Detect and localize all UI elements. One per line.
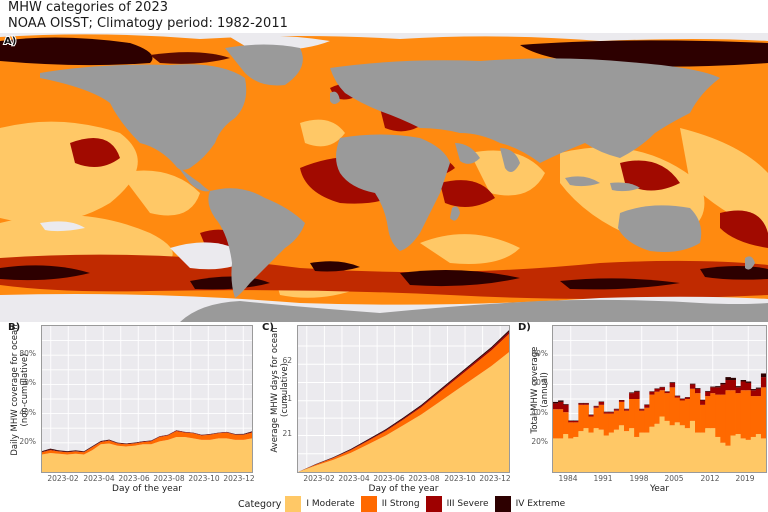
panel-d-ytick-80: 80% <box>531 349 548 358</box>
panel-b-ytick-40: 40% <box>19 408 36 417</box>
figure-title: MHW categories of 2023 <box>8 0 168 15</box>
panel-d-xtick: 1998 <box>629 474 649 483</box>
panel-d-ylabel-line2: (annual) <box>540 372 550 408</box>
panel-c-label: C) <box>262 322 274 333</box>
mhw-category-map: A) A) <box>0 33 768 322</box>
panel-b-xtick: 2023-02 <box>47 474 79 483</box>
legend-label-moderate: I Moderate <box>306 499 355 509</box>
area-iii-severe <box>42 430 252 453</box>
panel-d-plot <box>552 325 767 473</box>
category-legend: Category I Moderate II Strong III Severe… <box>238 496 571 512</box>
panel-c-xtick: 2023-10 <box>444 474 476 483</box>
area-iv-extreme <box>42 430 252 452</box>
panel-d-ylabel-line1: Total MHW coverage <box>530 346 540 434</box>
panel-c-ylabel: Average MHW days for ocean (cumulative) <box>270 310 290 470</box>
panel-c-ytick-21: 21 <box>282 429 292 438</box>
panel-b-xlabel: Day of the year <box>112 484 182 494</box>
panel-c-xtick: 2023-06 <box>373 474 405 483</box>
panel-d-xtick: 1991 <box>593 474 613 483</box>
legend-label-extreme: IV Extreme <box>515 499 566 509</box>
legend-swatch-strong <box>360 496 377 512</box>
panel-c-ylabel-line1: Average MHW days for ocean <box>270 327 280 453</box>
svg-text:A): A) <box>4 36 16 47</box>
panel-d-ytick-60: 60% <box>531 378 548 387</box>
panel-c-xtick: 2023-02 <box>303 474 335 483</box>
panel-c-xtick: 2023-08 <box>408 474 440 483</box>
panel-d-xtick: 2019 <box>735 474 755 483</box>
area-i-moderate <box>298 352 509 472</box>
panel-b-area-chart <box>42 326 252 472</box>
panel-d-xtick: 2005 <box>664 474 684 483</box>
panel-b-xtick: 2023-10 <box>188 474 220 483</box>
panel-d-ylabel: Total MHW coverage (annual) <box>530 325 550 455</box>
legend-swatch-severe <box>425 496 442 512</box>
legend-swatch-extreme <box>494 496 511 512</box>
panel-d-xtick: 2012 <box>700 474 720 483</box>
area-ii-strong <box>42 431 252 455</box>
panel-b-ytick-80: 80% <box>19 349 36 358</box>
panel-d-xtick: 1984 <box>558 474 578 483</box>
figure-subtitle: NOAA OISST; Climatogy period: 1982-2011 <box>8 16 288 31</box>
panel-a-label: A) <box>4 36 16 47</box>
panel-d-xlabel: Year <box>649 484 670 494</box>
panel-c-ytick-41: 41 <box>282 394 292 403</box>
map-canvas: A) A) <box>0 33 768 322</box>
panel-c-xtick: 2023-12 <box>479 474 511 483</box>
panel-b-xtick: 2023-12 <box>223 474 255 483</box>
panel-c-plot <box>297 325 510 473</box>
panel-b-xtick: 2023-04 <box>83 474 115 483</box>
area-i-moderate <box>42 436 252 472</box>
panel-c-ylabel-line2: (cumulative) <box>280 363 290 417</box>
panel-d-ytick-40: 40% <box>531 408 548 417</box>
panel-b-plot <box>41 325 253 473</box>
panel-c-area-chart <box>298 326 509 472</box>
panel-c-xtick: 2023-04 <box>338 474 370 483</box>
legend-label-severe: III Severe <box>446 499 489 509</box>
panel-b-ytick-60: 60% <box>19 378 36 387</box>
panel-d-stacked-bar-chart <box>553 326 766 472</box>
panel-b-ytick-20: 20% <box>19 437 36 446</box>
panel-d-ytick-20: 20% <box>531 437 548 446</box>
panel-d-label: D) <box>518 322 531 333</box>
panel-c-ytick-62: 62 <box>282 356 292 365</box>
panel-b-xtick: 2023-06 <box>118 474 150 483</box>
panel-b-label: B) <box>8 322 21 333</box>
panel-b-xtick: 2023-08 <box>153 474 185 483</box>
panel-c-xlabel: Day of the year <box>368 484 439 494</box>
legend-swatch-moderate <box>285 496 302 512</box>
legend-title: Category <box>238 498 282 510</box>
legend-label-strong: II Strong <box>381 499 420 509</box>
